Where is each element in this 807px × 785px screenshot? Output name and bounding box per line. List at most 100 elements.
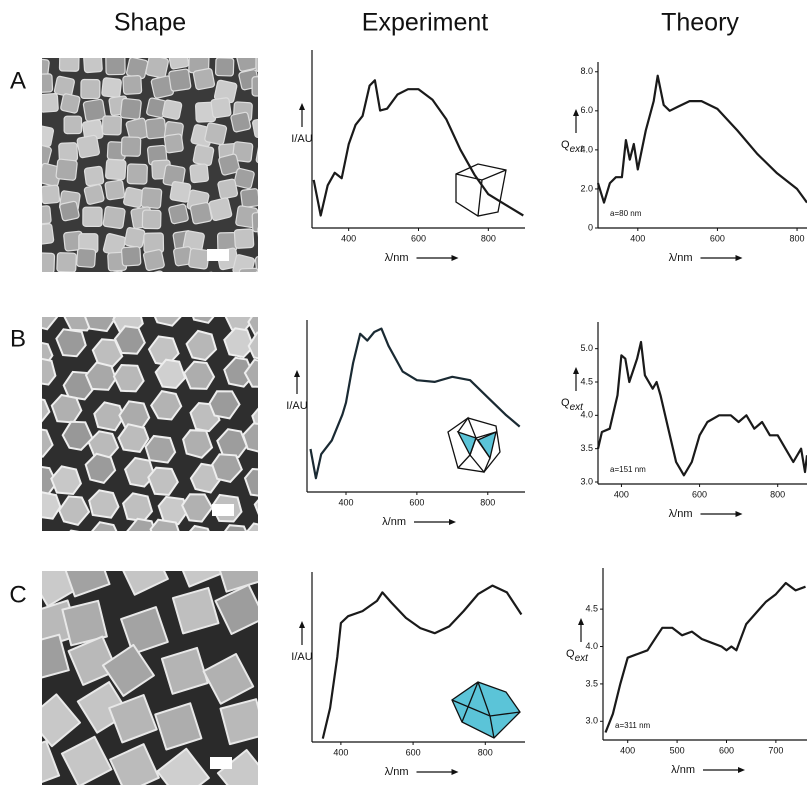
particle (185, 329, 218, 362)
particle (76, 247, 97, 268)
spectrum-line (321, 584, 523, 739)
particle (84, 317, 116, 333)
y-label-subscript: ext (575, 653, 590, 664)
particle (82, 206, 103, 228)
particle (216, 749, 258, 785)
row-label: C (9, 581, 26, 608)
spectrum-line (596, 340, 807, 477)
particle (232, 141, 254, 163)
particle (208, 197, 233, 222)
particle (230, 111, 252, 133)
y-tick-label: 0 (588, 222, 593, 232)
annotation: a=80 nm (610, 209, 642, 218)
particle (254, 270, 258, 272)
sem-image (42, 58, 281, 294)
particle (64, 571, 111, 598)
particle (251, 76, 258, 97)
particle (260, 93, 281, 114)
particle (243, 467, 258, 497)
particle (252, 117, 258, 138)
row-label: A (10, 67, 26, 94)
particle (60, 735, 113, 785)
particle (42, 73, 54, 94)
y-tick-label: 5.0 (580, 343, 593, 353)
particle (163, 133, 184, 154)
particle (145, 58, 169, 79)
x-tick-label: 400 (620, 745, 635, 755)
particle (144, 270, 167, 272)
particle (91, 521, 118, 531)
arrow-head (451, 255, 459, 261)
y-label-text: Q (566, 648, 575, 660)
particle (223, 356, 255, 388)
x-tick-label: 600 (409, 497, 424, 507)
particle (88, 489, 120, 519)
y-tick-label: 3.0 (585, 716, 598, 726)
particle (80, 78, 101, 100)
x-tick-label: 800 (478, 747, 493, 757)
particle (156, 747, 210, 785)
octahedron-icon (447, 416, 501, 474)
particle (189, 163, 210, 184)
particle (119, 97, 142, 120)
y-tick-label: 4.0 (585, 641, 598, 651)
particle (124, 227, 146, 249)
x-tick-label: 400 (333, 747, 348, 757)
particle (42, 398, 51, 423)
particle (218, 153, 241, 176)
y-tick-label: 3.5 (585, 678, 598, 688)
y-tick-label: 4.5 (585, 604, 598, 614)
particle (157, 495, 190, 526)
particle (61, 599, 108, 647)
particle (84, 452, 117, 485)
particle (101, 115, 122, 136)
particle (149, 518, 180, 531)
particle (181, 571, 225, 588)
particle (210, 97, 232, 119)
x-tick-label: 600 (406, 747, 421, 757)
x-tick-label: 400 (338, 497, 353, 507)
particle (105, 158, 127, 181)
x-tick-label: 600 (411, 233, 426, 243)
x-axis-label: λ/nm (671, 764, 695, 776)
particle (238, 267, 258, 272)
particle (214, 583, 258, 635)
particle (202, 653, 255, 705)
particle (188, 524, 210, 531)
particle (196, 271, 217, 272)
particle (168, 68, 192, 92)
particle (251, 211, 258, 233)
particle (254, 254, 258, 272)
particle (42, 740, 61, 784)
sem-image (42, 317, 258, 531)
particle (211, 453, 243, 484)
y-tick-label: 2.0 (580, 183, 593, 193)
particle (126, 163, 148, 185)
x-tick-label: 800 (480, 497, 495, 507)
x-axis-label: λ/nm (385, 252, 409, 264)
x-tick-label: 800 (770, 489, 785, 499)
particle (210, 273, 231, 294)
particle (255, 58, 258, 73)
particle (171, 586, 220, 635)
particle (257, 224, 258, 247)
annotation: a=311 nm (615, 721, 651, 730)
particle (223, 327, 255, 359)
particle (219, 698, 258, 746)
particle (247, 331, 258, 360)
y-axis-label: Qext (561, 139, 584, 155)
particle (214, 58, 235, 77)
arrow-head (735, 255, 743, 261)
particle (101, 77, 122, 98)
particle (150, 389, 183, 421)
arrow-head (573, 367, 579, 374)
x-tick-label: 400 (341, 233, 356, 243)
column-header: Experiment (362, 9, 488, 37)
y-axis-label: I/AU (291, 133, 312, 145)
particle (255, 142, 258, 166)
particle (42, 693, 81, 748)
particle (192, 144, 215, 167)
arrow-head (578, 618, 584, 625)
particle (120, 246, 142, 267)
particle (61, 420, 94, 451)
